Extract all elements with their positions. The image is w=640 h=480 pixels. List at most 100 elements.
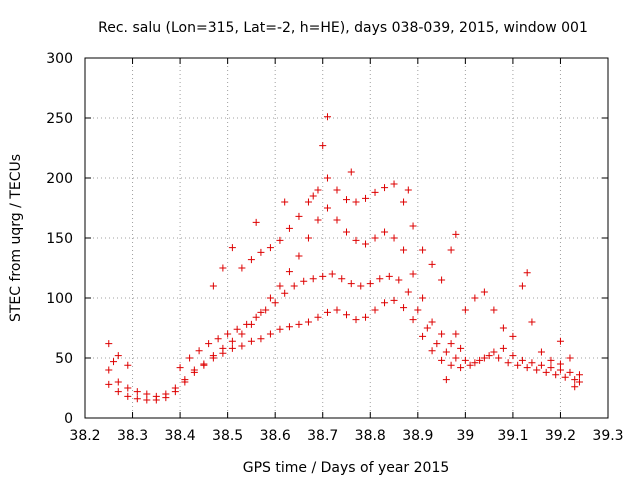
data-point — [281, 289, 289, 297]
data-point — [447, 340, 455, 348]
data-point — [452, 330, 460, 338]
data-point — [537, 348, 545, 356]
data-point — [314, 186, 322, 194]
data-point — [323, 308, 331, 316]
data-point — [575, 371, 583, 379]
data-point — [295, 212, 303, 220]
data-point — [195, 347, 203, 355]
data-point — [186, 354, 194, 362]
data-point — [252, 218, 260, 226]
data-point — [566, 354, 574, 362]
data-point — [381, 228, 389, 236]
data-point — [480, 288, 488, 296]
data-point — [219, 349, 227, 357]
data-point — [457, 344, 465, 352]
data-point — [171, 388, 179, 396]
data-point — [285, 323, 293, 331]
data-point — [518, 282, 526, 290]
data-point — [542, 368, 550, 376]
data-point — [114, 352, 122, 360]
data-point — [304, 318, 312, 326]
plot-frame — [84, 57, 609, 419]
data-point — [257, 308, 265, 316]
data-point — [319, 272, 327, 280]
data-point — [347, 168, 355, 176]
data-point — [419, 294, 427, 302]
series-arc-top — [105, 204, 465, 400]
y-tick-label: 300 — [46, 51, 73, 67]
x-tick-label: 39 — [456, 428, 474, 444]
data-point — [404, 288, 412, 296]
x-tick-label: 38.3 — [117, 428, 148, 444]
data-point — [485, 352, 493, 360]
x-tick-label: 38.2 — [69, 428, 100, 444]
series-outliers — [105, 113, 579, 391]
data-points — [105, 113, 583, 404]
data-point — [333, 306, 341, 314]
y-tick-labels: 0 50 100 150 200 250 300 — [46, 51, 73, 427]
data-point — [252, 313, 260, 321]
data-point — [295, 252, 303, 260]
data-point — [266, 330, 274, 338]
data-point — [461, 356, 469, 364]
data-point — [433, 340, 441, 348]
data-point — [438, 276, 446, 284]
data-point — [514, 361, 522, 369]
data-point — [537, 361, 545, 369]
data-point — [552, 371, 560, 379]
x-tick-label: 38.5 — [212, 428, 243, 444]
data-point — [381, 299, 389, 307]
data-point — [390, 234, 398, 242]
data-point — [381, 184, 389, 192]
data-point — [518, 356, 526, 364]
data-point — [228, 244, 236, 252]
data-point — [124, 361, 132, 369]
data-point — [243, 320, 251, 328]
grid-lines — [85, 58, 608, 418]
data-point — [276, 236, 284, 244]
data-point — [190, 368, 198, 376]
data-point — [176, 364, 184, 372]
data-point — [395, 276, 403, 284]
data-point — [285, 224, 293, 232]
data-point — [428, 347, 436, 355]
data-point — [238, 264, 246, 272]
x-tick-label: 38.6 — [260, 428, 291, 444]
data-point — [499, 324, 507, 332]
data-point — [419, 246, 427, 254]
data-point — [314, 313, 322, 321]
data-point — [200, 361, 208, 369]
x-tick-label: 38.9 — [402, 428, 433, 444]
x-tick-label: 38.4 — [165, 428, 196, 444]
data-point — [276, 282, 284, 290]
data-point — [338, 275, 346, 283]
data-point — [490, 348, 498, 356]
data-point — [114, 378, 122, 386]
data-point — [262, 306, 270, 314]
series-arc-high — [238, 174, 446, 284]
x-tick-label: 39.2 — [545, 428, 576, 444]
x-tick-label: 39.3 — [592, 428, 623, 444]
data-point — [110, 358, 118, 366]
data-point — [133, 395, 141, 403]
data-point — [476, 356, 484, 364]
data-point — [247, 256, 255, 264]
data-point — [523, 269, 531, 277]
data-point — [371, 234, 379, 242]
data-point — [266, 244, 274, 252]
data-point — [333, 186, 341, 194]
data-point — [480, 354, 488, 362]
data-point — [376, 275, 384, 283]
data-point — [343, 196, 350, 204]
data-point — [295, 320, 303, 328]
series-arc-low — [105, 296, 579, 404]
chart-title: Rec. salu (Lon=315, Lat=-2, h=HE), days … — [98, 20, 588, 36]
data-point — [352, 236, 360, 244]
data-point — [533, 366, 541, 374]
data-point — [309, 192, 317, 200]
data-point — [105, 380, 113, 388]
data-point — [238, 330, 246, 338]
data-point — [504, 359, 512, 367]
data-point — [323, 174, 331, 182]
